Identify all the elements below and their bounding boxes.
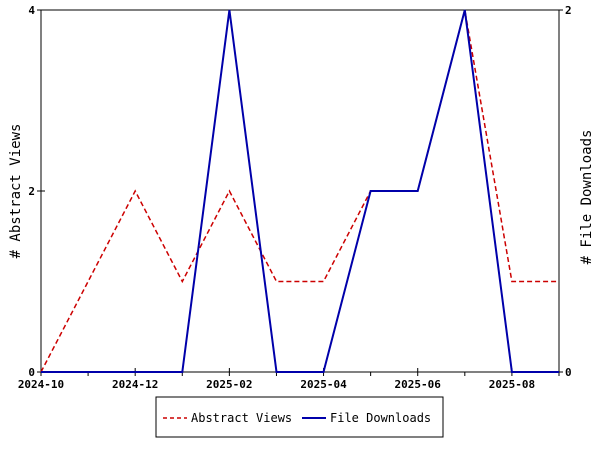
series-line-file-downloads [41, 9, 559, 373]
y-right-tick-label: 2 [565, 4, 572, 17]
x-tick-label: 2025-08 [489, 378, 535, 391]
x-tick-label: 2025-06 [395, 378, 442, 391]
legend-label-abstract-views: Abstract Views [191, 411, 292, 425]
axis-ticks: 2024-10 2024-12 2025-02 2025-04 2025-06 2025-… [18, 4, 572, 391]
y-right-tick-label: 0 [565, 366, 572, 379]
y-left-tick-label: 2 [28, 185, 35, 198]
x-tick-label: 2025-04 [300, 378, 347, 391]
legend-label-file-downloads: File Downloads [330, 411, 431, 425]
y-left-tick-label: 4 [28, 4, 35, 17]
plot-area [40, 9, 560, 373]
legend: Abstract Views File Downloads [155, 396, 444, 438]
y-axis-right-label: # File Downloads [579, 130, 595, 265]
series-layer [40, 9, 559, 373]
y-axis-left-label: # Abstract Views [8, 124, 24, 259]
y-left-tick-label: 0 [28, 366, 35, 379]
legend-box [155, 396, 444, 438]
x-tick-label: 2024-12 [112, 378, 158, 391]
x-tick-label: 2025-02 [206, 378, 252, 391]
series-line-abstract-views [40, 9, 559, 373]
x-tick-label: 2024-10 [18, 378, 64, 391]
